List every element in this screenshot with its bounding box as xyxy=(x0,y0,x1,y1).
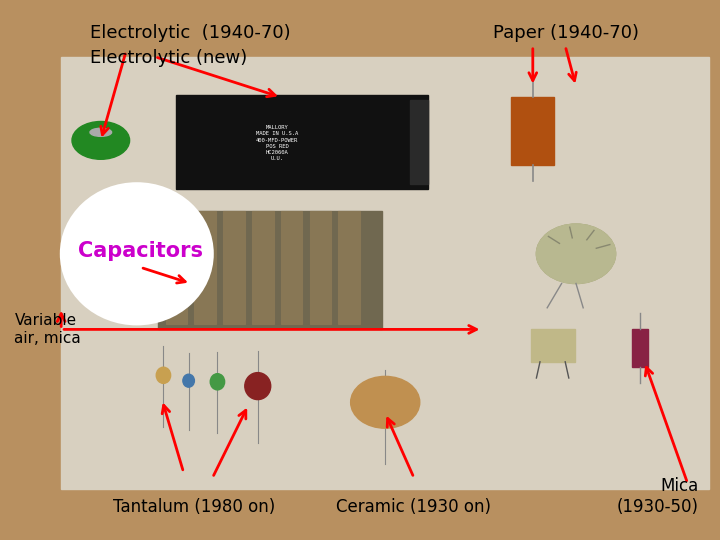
Text: Capacitors: Capacitors xyxy=(78,241,203,261)
Ellipse shape xyxy=(210,374,225,390)
Text: Tantalum (1980 on): Tantalum (1980 on) xyxy=(113,498,276,516)
Bar xyxy=(252,211,274,324)
Bar xyxy=(310,211,331,324)
Text: Mica
(1930-50): Mica (1930-50) xyxy=(616,477,698,516)
Bar xyxy=(511,97,554,165)
Ellipse shape xyxy=(90,128,112,137)
Bar xyxy=(194,211,216,324)
Bar xyxy=(223,211,245,324)
Bar xyxy=(61,57,709,489)
Text: MALLORY
MADE IN U.S.A
400-MFD-POWER
POS RED
HC2060A
U.U.: MALLORY MADE IN U.S.A 400-MFD-POWER POS … xyxy=(256,125,298,161)
Text: Paper (1940-70): Paper (1940-70) xyxy=(493,24,639,42)
Text: Electrolytic  (1940-70): Electrolytic (1940-70) xyxy=(90,24,291,42)
Bar xyxy=(158,211,382,329)
Bar xyxy=(531,329,575,362)
Bar xyxy=(176,94,428,189)
Ellipse shape xyxy=(61,184,212,324)
Ellipse shape xyxy=(245,373,271,400)
Ellipse shape xyxy=(536,224,616,284)
Text: Electrolytic (new): Electrolytic (new) xyxy=(90,49,247,66)
Bar xyxy=(0,0,61,540)
Ellipse shape xyxy=(183,374,194,387)
Ellipse shape xyxy=(351,376,420,428)
Text: Variable
air, mica: Variable air, mica xyxy=(14,313,81,346)
Bar xyxy=(338,211,360,324)
Bar xyxy=(281,211,302,324)
Bar xyxy=(410,100,428,184)
Ellipse shape xyxy=(72,122,130,159)
Bar xyxy=(0,489,720,540)
Bar xyxy=(0,0,720,57)
Bar xyxy=(166,211,187,324)
Bar xyxy=(709,0,720,540)
Ellipse shape xyxy=(156,367,171,383)
Bar xyxy=(158,211,382,329)
Ellipse shape xyxy=(536,224,616,284)
Text: Ceramic (1930 on): Ceramic (1930 on) xyxy=(336,498,492,516)
Bar xyxy=(632,329,648,367)
